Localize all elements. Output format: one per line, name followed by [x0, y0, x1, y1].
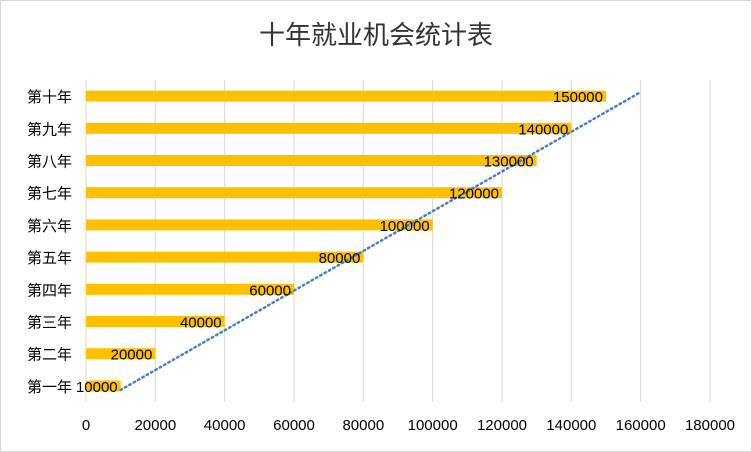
x-tick-label: 0 — [82, 417, 90, 434]
data-label: 40000 — [180, 315, 222, 332]
bar — [86, 251, 364, 263]
bar — [86, 348, 156, 360]
bar — [86, 219, 433, 231]
x-tick-label: 60000 — [273, 417, 315, 434]
chart-title: 十年就业机会统计表 — [258, 21, 493, 51]
bar — [86, 155, 537, 166]
data-labels: 10000 20000 40000 60000 80000 100000 120000 130… — [76, 89, 603, 396]
bar — [86, 187, 502, 199]
x-tick-label: 40000 — [204, 417, 246, 434]
x-tick-label: 180000 — [685, 417, 735, 434]
bars — [86, 90, 606, 392]
x-tick-label: 100000 — [408, 417, 458, 434]
bar — [86, 380, 121, 392]
category-label: 第一年 — [27, 378, 72, 396]
data-label: 130000 — [484, 154, 534, 171]
bar — [86, 316, 225, 327]
category-label: 第五年 — [27, 249, 72, 267]
category-label: 第六年 — [27, 217, 72, 235]
category-label: 第八年 — [27, 153, 72, 171]
data-label: 60000 — [249, 282, 291, 299]
trendline-layer — [119, 90, 642, 392]
data-label: 20000 — [111, 347, 153, 364]
trendline — [119, 90, 642, 392]
bar — [86, 90, 606, 102]
x-tick-label: 140000 — [546, 417, 596, 434]
category-label: 第二年 — [27, 346, 72, 364]
data-label: 150000 — [553, 89, 603, 106]
data-label: 140000 — [518, 121, 568, 138]
data-label: 80000 — [319, 250, 361, 267]
x-tick-label: 120000 — [477, 417, 527, 434]
data-label: 100000 — [380, 218, 430, 235]
data-label: 10000 — [76, 379, 118, 396]
category-label: 第七年 — [27, 185, 72, 203]
category-label: 第三年 — [27, 314, 72, 332]
data-label: 120000 — [449, 186, 499, 203]
category-label: 第十年 — [27, 88, 72, 106]
bar — [86, 283, 294, 295]
x-tick-label: 80000 — [342, 417, 384, 434]
bar — [86, 122, 572, 134]
category-label: 第九年 — [27, 120, 72, 138]
category-labels: 第一年 第二年 第三年 第四年 第五年 第六年 第七年 第八年 第九年 第十年 — [27, 88, 72, 396]
category-label: 第四年 — [27, 281, 72, 299]
x-tick-label: 160000 — [616, 417, 666, 434]
x-tick-label: 20000 — [134, 417, 176, 434]
x-tick-labels: 0 20000 40000 60000 80000 100000 120000 140000 1… — [82, 417, 735, 434]
